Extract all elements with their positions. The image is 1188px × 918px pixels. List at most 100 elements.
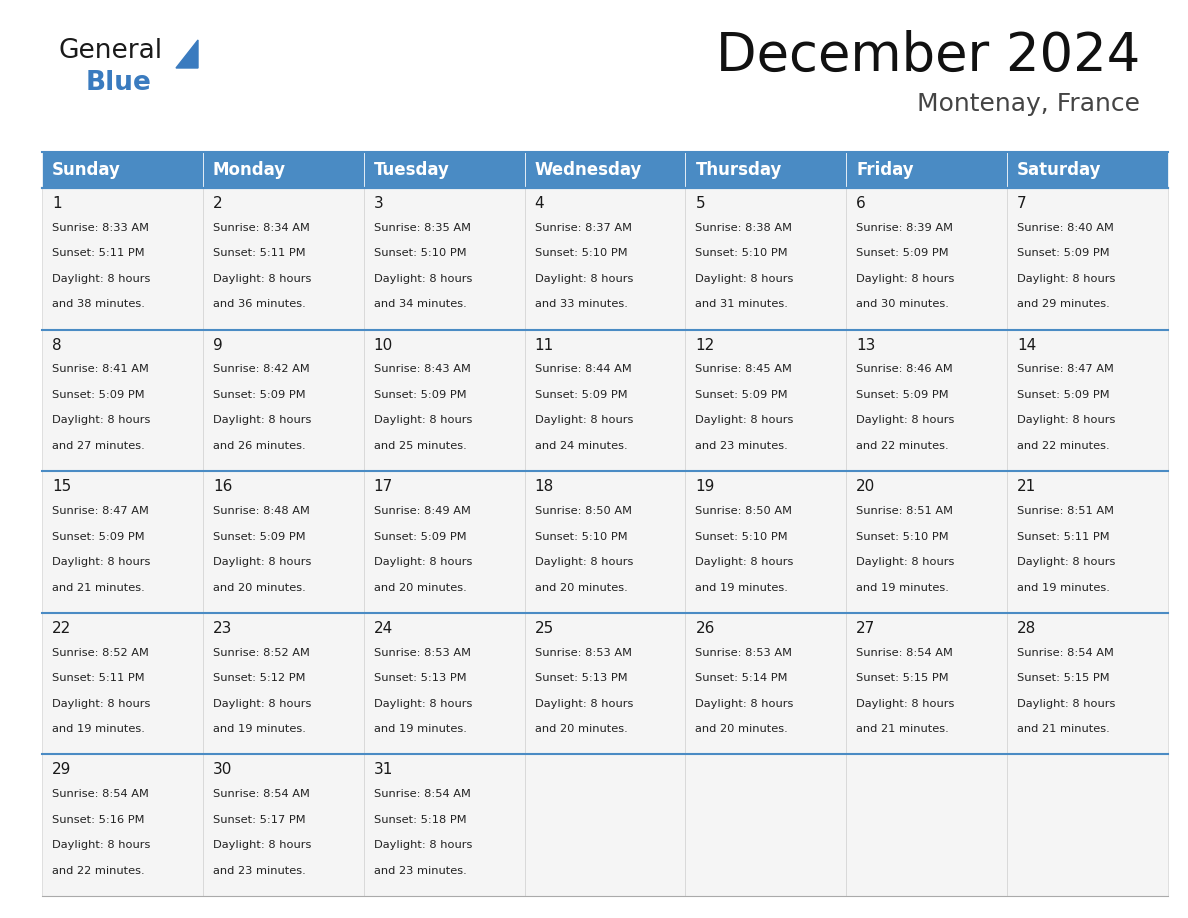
Bar: [1007, 188, 1168, 330]
Text: 28: 28: [1017, 621, 1036, 636]
Text: Daylight: 8 hours: Daylight: 8 hours: [374, 557, 472, 567]
Text: and 19 minutes.: and 19 minutes.: [1017, 583, 1110, 592]
Text: and 22 minutes.: and 22 minutes.: [1017, 441, 1110, 451]
Text: 14: 14: [1017, 338, 1036, 353]
Text: 11: 11: [535, 338, 554, 353]
Text: Sunset: 5:10 PM: Sunset: 5:10 PM: [535, 532, 627, 542]
Text: 15: 15: [52, 479, 71, 494]
Text: and 36 minutes.: and 36 minutes.: [213, 299, 305, 309]
Bar: [42, 188, 203, 330]
Text: Wednesday: Wednesday: [535, 161, 642, 179]
Bar: [685, 188, 846, 330]
Text: and 23 minutes.: and 23 minutes.: [213, 866, 305, 876]
Text: Daylight: 8 hours: Daylight: 8 hours: [1017, 274, 1116, 284]
Text: 26: 26: [695, 621, 715, 636]
Text: Sunset: 5:10 PM: Sunset: 5:10 PM: [695, 248, 788, 258]
Text: Daylight: 8 hours: Daylight: 8 hours: [857, 699, 955, 709]
Text: 2: 2: [213, 196, 222, 211]
Text: Daylight: 8 hours: Daylight: 8 hours: [52, 840, 151, 850]
Text: Friday: Friday: [857, 161, 914, 179]
Bar: [203, 152, 364, 188]
Text: Sunset: 5:14 PM: Sunset: 5:14 PM: [695, 673, 788, 683]
Text: Sunset: 5:09 PM: Sunset: 5:09 PM: [857, 390, 949, 400]
Text: and 19 minutes.: and 19 minutes.: [857, 583, 949, 592]
Text: Sunrise: 8:50 AM: Sunrise: 8:50 AM: [695, 506, 792, 516]
Text: Sunset: 5:09 PM: Sunset: 5:09 PM: [857, 248, 949, 258]
Text: and 25 minutes.: and 25 minutes.: [374, 441, 467, 451]
Text: 30: 30: [213, 763, 232, 778]
Text: Sunset: 5:11 PM: Sunset: 5:11 PM: [1017, 532, 1110, 542]
Bar: [364, 755, 525, 896]
Text: 5: 5: [695, 196, 704, 211]
Text: 19: 19: [695, 479, 715, 494]
Bar: [1007, 152, 1168, 188]
Bar: [364, 613, 525, 755]
Text: 6: 6: [857, 196, 866, 211]
Bar: [525, 152, 685, 188]
Text: Daylight: 8 hours: Daylight: 8 hours: [695, 274, 794, 284]
Bar: [203, 755, 364, 896]
Text: Sunrise: 8:46 AM: Sunrise: 8:46 AM: [857, 364, 953, 375]
Text: Daylight: 8 hours: Daylight: 8 hours: [213, 416, 311, 425]
Text: and 21 minutes.: and 21 minutes.: [857, 724, 949, 734]
Text: Daylight: 8 hours: Daylight: 8 hours: [1017, 699, 1116, 709]
Text: Sunset: 5:10 PM: Sunset: 5:10 PM: [857, 532, 949, 542]
Bar: [42, 613, 203, 755]
Text: and 23 minutes.: and 23 minutes.: [695, 441, 788, 451]
Bar: [685, 330, 846, 471]
Text: Sunset: 5:15 PM: Sunset: 5:15 PM: [1017, 673, 1110, 683]
Text: Daylight: 8 hours: Daylight: 8 hours: [1017, 416, 1116, 425]
Text: and 20 minutes.: and 20 minutes.: [695, 724, 788, 734]
Text: Sunrise: 8:41 AM: Sunrise: 8:41 AM: [52, 364, 148, 375]
Polygon shape: [176, 40, 198, 68]
Text: Daylight: 8 hours: Daylight: 8 hours: [857, 274, 955, 284]
Bar: [846, 613, 1007, 755]
Text: Sunset: 5:11 PM: Sunset: 5:11 PM: [52, 248, 145, 258]
Text: Sunset: 5:13 PM: Sunset: 5:13 PM: [535, 673, 627, 683]
Bar: [525, 471, 685, 613]
Text: and 19 minutes.: and 19 minutes.: [695, 583, 789, 592]
Text: and 19 minutes.: and 19 minutes.: [213, 724, 305, 734]
Text: Sunrise: 8:45 AM: Sunrise: 8:45 AM: [695, 364, 792, 375]
Text: Sunday: Sunday: [52, 161, 121, 179]
Text: and 20 minutes.: and 20 minutes.: [535, 724, 627, 734]
Text: Montenay, France: Montenay, France: [917, 92, 1140, 116]
Bar: [685, 471, 846, 613]
Text: 22: 22: [52, 621, 71, 636]
Bar: [203, 613, 364, 755]
Text: 8: 8: [52, 338, 62, 353]
Text: Monday: Monday: [213, 161, 286, 179]
Bar: [42, 152, 203, 188]
Text: Sunrise: 8:47 AM: Sunrise: 8:47 AM: [1017, 364, 1114, 375]
Text: Sunrise: 8:54 AM: Sunrise: 8:54 AM: [213, 789, 310, 800]
Bar: [364, 188, 525, 330]
Text: General: General: [58, 38, 162, 64]
Text: Daylight: 8 hours: Daylight: 8 hours: [535, 557, 633, 567]
Text: 7: 7: [1017, 196, 1026, 211]
Text: Sunset: 5:15 PM: Sunset: 5:15 PM: [857, 673, 949, 683]
Text: Sunset: 5:09 PM: Sunset: 5:09 PM: [1017, 248, 1110, 258]
Text: Sunset: 5:13 PM: Sunset: 5:13 PM: [374, 673, 467, 683]
Text: 9: 9: [213, 338, 222, 353]
Text: Sunrise: 8:54 AM: Sunrise: 8:54 AM: [1017, 647, 1114, 657]
Text: Daylight: 8 hours: Daylight: 8 hours: [1017, 557, 1116, 567]
Bar: [685, 755, 846, 896]
Text: and 22 minutes.: and 22 minutes.: [857, 441, 949, 451]
Text: Sunrise: 8:53 AM: Sunrise: 8:53 AM: [535, 647, 632, 657]
Text: Blue: Blue: [86, 70, 152, 96]
Bar: [525, 330, 685, 471]
Text: Sunset: 5:10 PM: Sunset: 5:10 PM: [535, 248, 627, 258]
Text: 18: 18: [535, 479, 554, 494]
Text: Sunset: 5:09 PM: Sunset: 5:09 PM: [374, 532, 467, 542]
Text: 12: 12: [695, 338, 715, 353]
Text: and 21 minutes.: and 21 minutes.: [52, 583, 145, 592]
Text: Daylight: 8 hours: Daylight: 8 hours: [213, 274, 311, 284]
Text: and 21 minutes.: and 21 minutes.: [1017, 724, 1110, 734]
Text: Daylight: 8 hours: Daylight: 8 hours: [374, 274, 472, 284]
Text: Daylight: 8 hours: Daylight: 8 hours: [374, 416, 472, 425]
Bar: [846, 755, 1007, 896]
Bar: [42, 330, 203, 471]
Text: 21: 21: [1017, 479, 1036, 494]
Text: Sunrise: 8:43 AM: Sunrise: 8:43 AM: [374, 364, 470, 375]
Text: 24: 24: [374, 621, 393, 636]
